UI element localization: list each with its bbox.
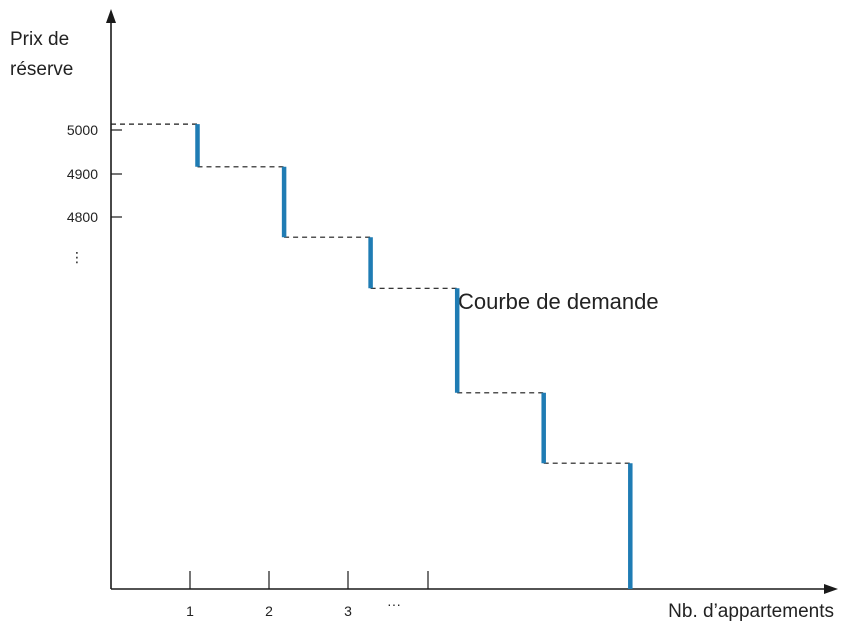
x-tick-label: 2 bbox=[265, 603, 273, 619]
y-tick-label: 4900 bbox=[67, 166, 98, 182]
demand-steps bbox=[195, 124, 633, 589]
dashed-guides bbox=[111, 123, 631, 464]
x-axis-arrow-icon bbox=[824, 584, 838, 594]
y-axis-title-line-2: réserve bbox=[10, 59, 73, 80]
demand-curve-annotation: Courbe de demande bbox=[458, 289, 659, 314]
x-tick-label: 3 bbox=[344, 603, 352, 619]
x-axis-title: Nb. d’appartements bbox=[668, 601, 834, 622]
y-ellipsis: ⋮ bbox=[70, 249, 84, 265]
y-axis-title-line-1: Prix de bbox=[10, 29, 69, 50]
x-tick-label: 1 bbox=[186, 603, 194, 619]
y-tick-label: 5000 bbox=[67, 122, 98, 138]
x-ellipsis: ··· bbox=[387, 596, 401, 612]
y-tick-label: 4800 bbox=[67, 209, 98, 225]
y-axis-arrow-icon bbox=[106, 9, 116, 23]
